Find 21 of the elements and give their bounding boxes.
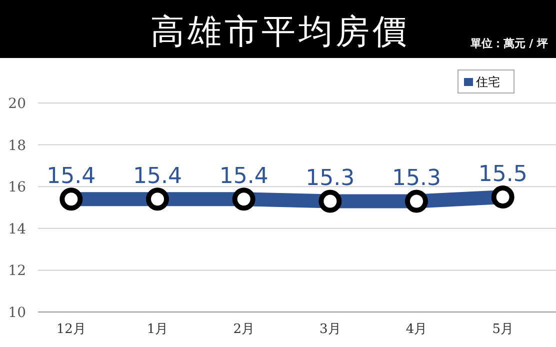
x-tick-label: 12月: [56, 322, 86, 337]
legend-label: 住宅: [475, 75, 500, 89]
data-label: 15.4: [133, 164, 182, 190]
y-tick-label: 12: [8, 263, 26, 280]
y-tick-label: 10: [8, 305, 26, 321]
data-label: 15.4: [46, 164, 96, 190]
x-tick-label: 5月: [492, 322, 514, 337]
data-label: 15.3: [392, 166, 441, 192]
x-tick-label: 1月: [146, 322, 168, 337]
x-tick-label: 2月: [233, 322, 254, 337]
text: 單位：萬元 / 坪: [469, 37, 548, 50]
y-tick-label: 18: [8, 138, 26, 154]
data-label: 15.3: [306, 166, 355, 192]
data-label: 15.5: [478, 162, 528, 188]
y-tick-label: 20: [8, 96, 26, 112]
chart-title: 高雄市平均房價: [150, 12, 410, 52]
y-tick-label: 16: [8, 180, 26, 196]
x-tick-label: 3月: [320, 322, 341, 337]
x-tick-label: 4月: [406, 322, 428, 337]
data-label: 15.4: [219, 164, 268, 190]
y-tick-label: 14: [8, 221, 26, 238]
